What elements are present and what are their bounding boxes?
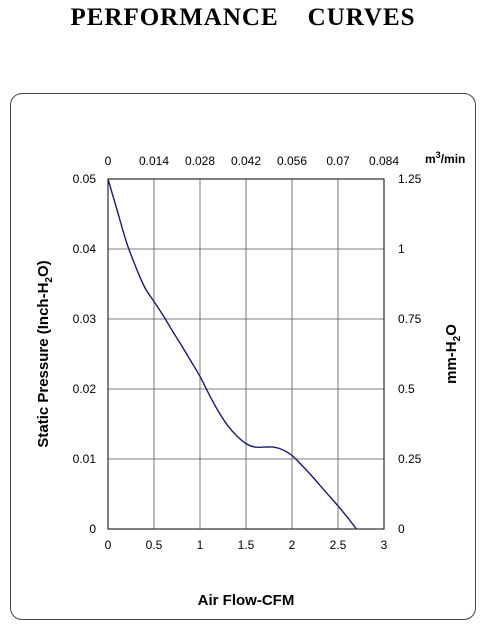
y-axis-title: Static Pressure (Inch-H2O)	[35, 260, 55, 447]
y-tick-label: 0	[89, 522, 96, 536]
x2-tick-label: 0	[105, 154, 112, 168]
x-tick-label: 1	[197, 538, 204, 552]
y2-axis-title: mm-H2O	[443, 324, 463, 384]
y2-tick-label: 1	[398, 242, 405, 256]
series-layer	[107, 178, 357, 530]
x-tick-label: 2	[289, 538, 296, 552]
x2-axis-unit-sup: 3	[436, 150, 441, 160]
x2-tick-label: 0.056	[277, 154, 307, 168]
x-tick-label: 0.5	[146, 538, 163, 552]
x-tick-label: 1.5	[238, 538, 255, 552]
chart-frame	[10, 93, 476, 620]
x-tick-label: 0	[105, 538, 112, 552]
y-axis-title-sub: 2	[44, 277, 55, 283]
y-tick-label: 0.01	[73, 452, 97, 466]
x2-axis-unit-rest: /min	[441, 152, 466, 166]
grid-layer	[108, 179, 384, 529]
plot-area-border	[107, 178, 385, 530]
x2-tick-label: 0.014	[139, 154, 169, 168]
x2-tick-label: 0.07	[326, 154, 350, 168]
x2-tick-label: 0.028	[185, 154, 215, 168]
x-tick-label: 2.5	[330, 538, 347, 552]
y2-tick-label: 0.25	[398, 452, 422, 466]
x2-axis-unit: m3/min	[425, 150, 465, 166]
y2-tick-label: 1.25	[398, 172, 422, 186]
page-title: PERFORMANCE CURVES	[70, 4, 416, 31]
y-tick-label: 0.03	[73, 312, 97, 326]
y-tick-label: 0.05	[73, 172, 97, 186]
x2-tick-label: 0.042	[231, 154, 261, 168]
x2-axis-unit-base: m	[425, 152, 436, 166]
tick-labels: 0 0.5 1 1.5 2 2.5 30 0.014 0.028 0.042 0.056 0.07 0.…	[73, 154, 422, 552]
y2-tick-label: 0	[398, 522, 405, 536]
y2-axis-title-part2: O	[443, 324, 460, 336]
performance-curve-line	[107, 178, 357, 530]
y-axis-title-part2: O)	[35, 260, 52, 277]
y2-tick-label: 0.75	[398, 312, 422, 326]
y-tick-label: 0.02	[73, 382, 97, 396]
x-tick-label: 3	[381, 538, 388, 552]
y2-axis-title-part1: mm-H	[443, 341, 460, 384]
y2-tick-label: 0.5	[398, 382, 415, 396]
x2-tick-label: 0.084	[369, 154, 399, 168]
y2-axis-title-sub: 2	[452, 335, 463, 341]
y-tick-label: 0.04	[73, 242, 97, 256]
x-axis-title: Air Flow-CFM	[198, 592, 295, 609]
y-axis-title-part1: Static Pressure (Inch-H	[35, 283, 52, 448]
